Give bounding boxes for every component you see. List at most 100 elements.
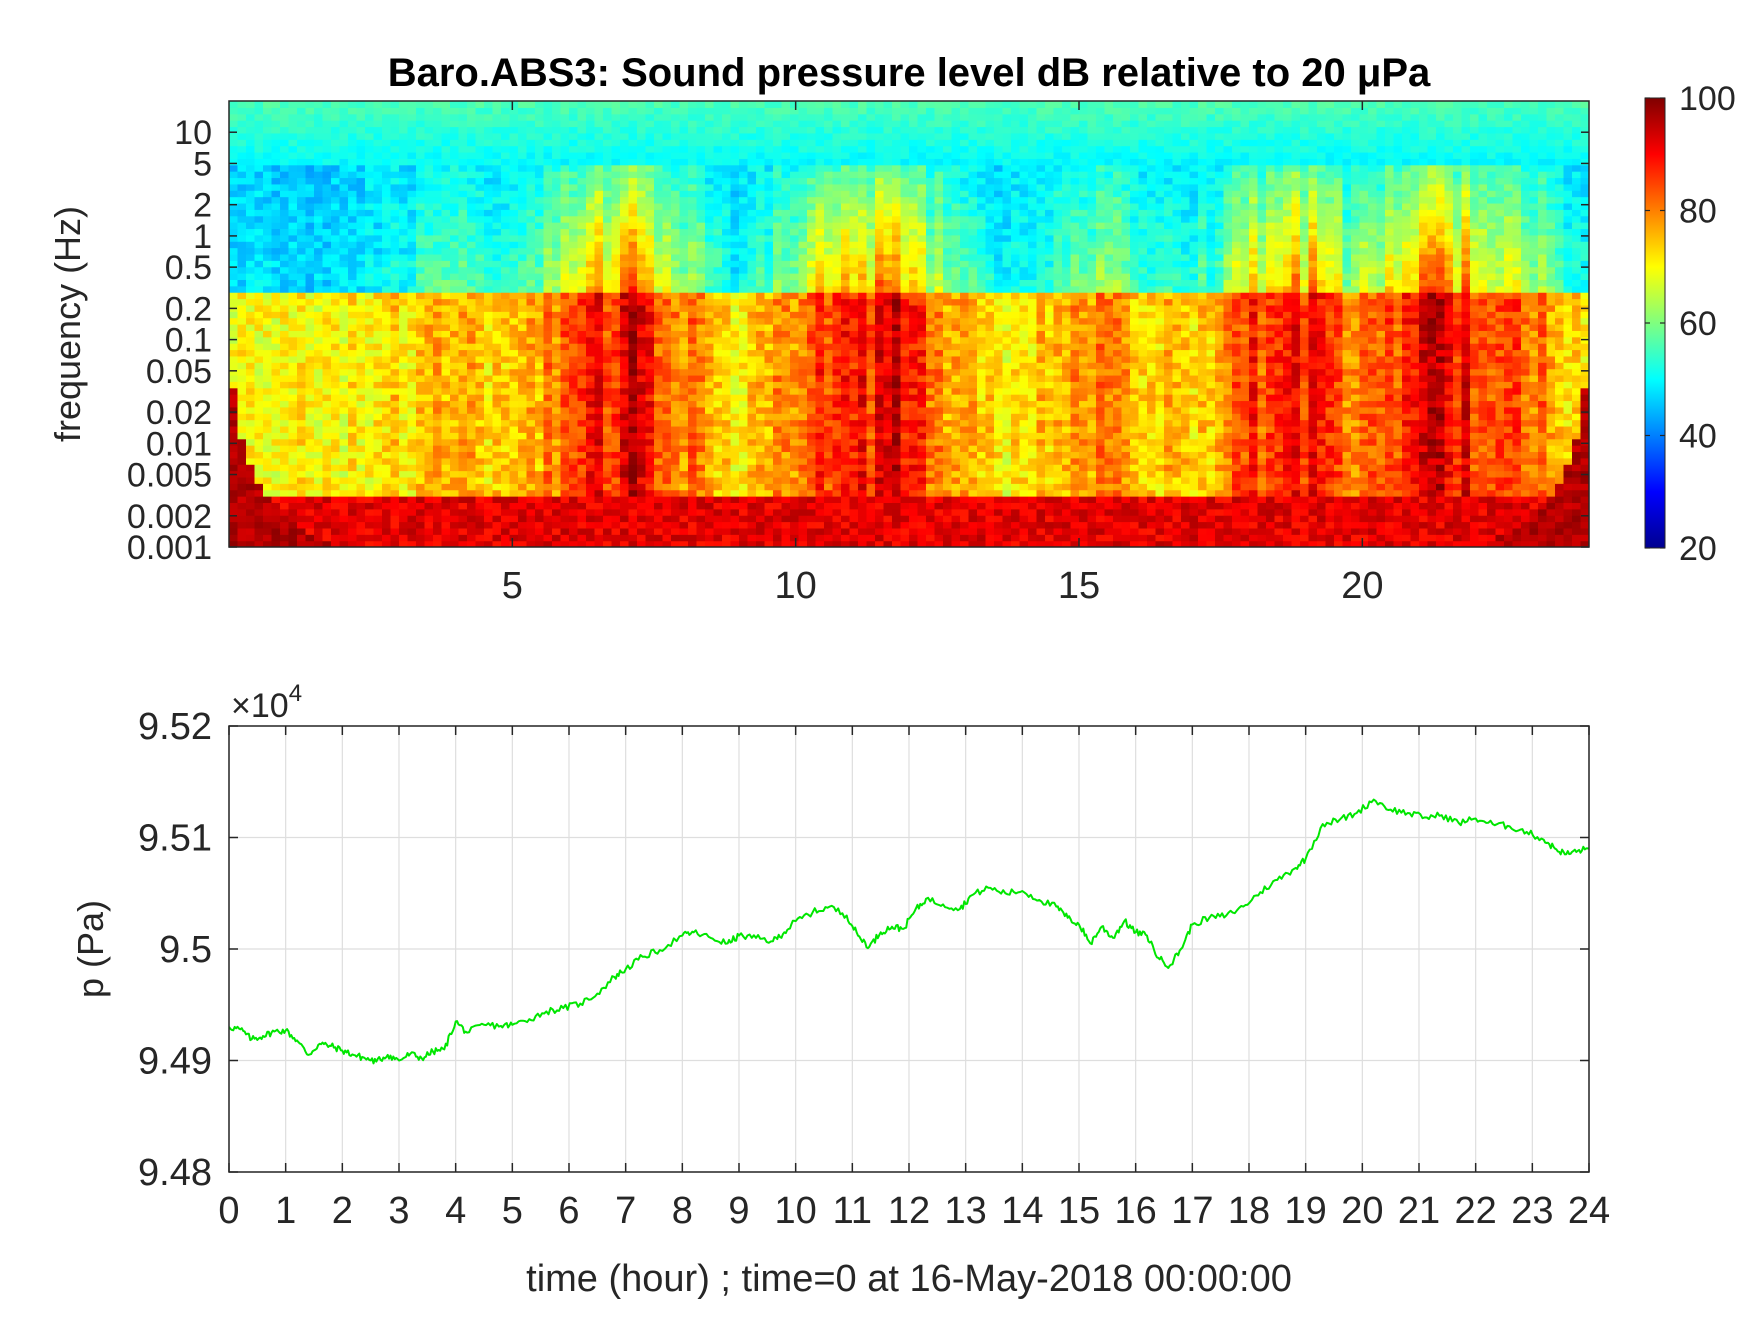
heatmap-cell [543, 107, 553, 115]
heatmap-cell [399, 209, 409, 217]
heatmap-cell [331, 222, 341, 230]
heatmap-cell [679, 419, 689, 427]
heatmap-cell [407, 540, 417, 547]
heatmap-cell [790, 470, 800, 478]
heatmap-cell [475, 113, 485, 121]
heatmap-cell [280, 476, 290, 484]
heatmap-cell [628, 113, 638, 121]
heatmap-cell [620, 279, 630, 287]
heatmap-cell [756, 145, 766, 153]
heatmap-cell [288, 260, 298, 268]
heatmap-cell [569, 336, 579, 344]
heatmap-cell [569, 451, 579, 459]
heatmap-cell [407, 209, 417, 217]
heatmap-cell [739, 171, 749, 179]
heatmap-cell [484, 534, 494, 542]
heatmap-cell [305, 222, 315, 230]
heatmap-cell [518, 311, 528, 319]
heatmap-cell [526, 445, 536, 453]
heatmap-cell [526, 202, 536, 210]
heatmap-cell [637, 107, 647, 115]
heatmap-cell [373, 113, 383, 121]
heatmap-cell [611, 120, 621, 128]
heatmap-cell [739, 540, 749, 547]
heatmap-cell [798, 260, 808, 268]
heatmap-cell [501, 228, 511, 236]
heatmap-cell [237, 253, 247, 261]
heatmap-cell [569, 445, 579, 453]
heatmap-cell [807, 158, 817, 166]
heatmap-cell [688, 196, 698, 204]
heatmap-cell [637, 215, 647, 223]
heatmap-cell [586, 311, 596, 319]
heatmap-cell [416, 355, 426, 363]
heatmap-cell [620, 158, 630, 166]
heatmap-cell [229, 222, 239, 230]
heatmap-cell [229, 508, 239, 516]
heatmap-cell [390, 164, 400, 172]
heatmap-cell [662, 113, 672, 121]
heatmap-cell [781, 241, 791, 249]
heatmap-cell [339, 527, 349, 535]
heatmap-cell [739, 394, 749, 402]
heatmap-cell [807, 151, 817, 159]
heatmap-cell [390, 273, 400, 280]
heatmap-cell [620, 120, 630, 128]
heatmap-cell [526, 304, 536, 312]
heatmap-cell [237, 515, 247, 523]
heatmap-cell [739, 215, 749, 223]
heatmap-cell [280, 311, 290, 319]
heatmap-cell [416, 406, 426, 414]
heatmap-cell [654, 101, 664, 108]
heatmap-cell [297, 534, 307, 542]
heatmap-cell [263, 432, 273, 440]
heatmap-cell [416, 292, 426, 300]
heatmap-cell [399, 273, 409, 280]
heatmap-cell [314, 234, 324, 242]
heatmap-cell [662, 540, 672, 547]
heatmap-cell [815, 470, 825, 478]
heatmap-cell [730, 508, 740, 516]
heatmap-cell [416, 120, 426, 128]
heatmap-cell [722, 177, 732, 185]
heatmap-cell [458, 336, 468, 344]
heatmap-cell [467, 101, 477, 108]
heatmap-cell [569, 234, 579, 242]
heatmap-cell [433, 139, 443, 147]
heatmap-cell [645, 304, 655, 312]
heatmap-cell [654, 158, 664, 166]
heatmap-cell [671, 336, 681, 344]
heatmap-cell [322, 292, 332, 300]
heatmap-cell [764, 107, 774, 115]
heatmap-cell [543, 527, 553, 535]
heatmap-cell [339, 260, 349, 268]
heatmap-cell [373, 209, 383, 217]
heatmap-cell [756, 285, 766, 293]
heatmap-cell [628, 540, 638, 547]
heatmap-cell [722, 120, 732, 128]
heatmap-cell [492, 527, 502, 535]
heatmap-cell [331, 445, 341, 453]
heatmap-cell [552, 489, 562, 497]
heatmap-cell [458, 464, 468, 472]
heatmap-cell [807, 374, 817, 382]
heatmap-cell [654, 151, 664, 159]
heatmap-cell [399, 222, 409, 230]
heatmap-cell [331, 151, 341, 159]
heatmap-cell [450, 107, 460, 115]
heatmap-cell [382, 527, 392, 535]
heatmap-cell [764, 202, 774, 210]
heatmap-cell [781, 164, 791, 172]
heatmap-cell [356, 355, 366, 363]
heatmap-cell [662, 470, 672, 478]
heatmap-cell [526, 419, 536, 427]
heatmap-cell [314, 515, 324, 523]
heatmap-cell [526, 113, 536, 121]
heatmap-cell [322, 540, 332, 547]
heatmap-cell [747, 279, 757, 287]
heatmap-cell [603, 304, 613, 312]
heatmap-cell [722, 183, 732, 191]
heatmap-cell [399, 349, 409, 357]
heatmap-cell [688, 400, 698, 408]
heatmap-cell [458, 190, 468, 198]
